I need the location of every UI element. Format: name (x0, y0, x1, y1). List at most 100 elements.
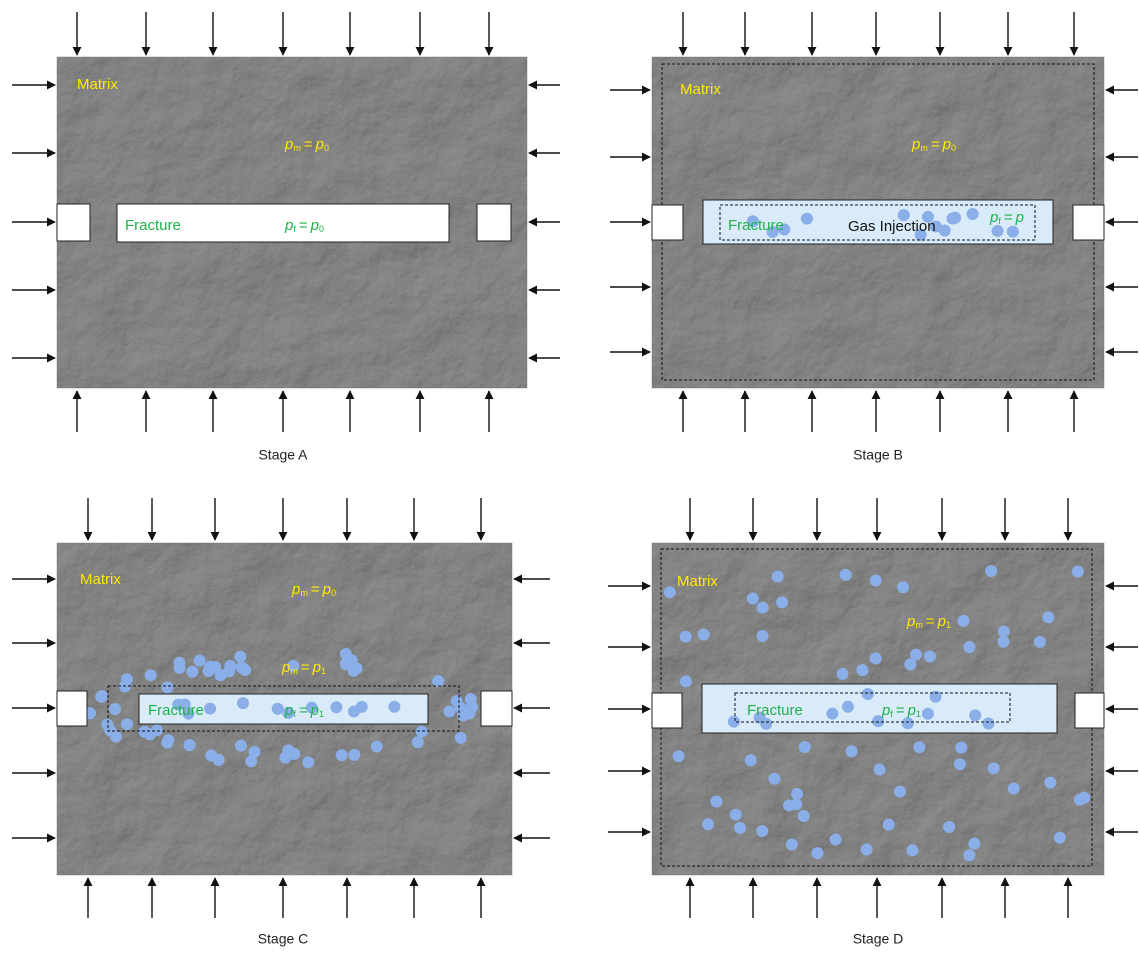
gas-molecule (673, 750, 685, 762)
gas-molecule (1074, 794, 1086, 806)
fracture-label: Fracture (148, 702, 204, 719)
gas-molecule (870, 652, 882, 664)
gas-molecule (680, 675, 692, 687)
gas-molecule (982, 717, 994, 729)
gas-molecule (772, 570, 784, 582)
equation: pf=p (989, 209, 1024, 226)
eq-symbol: p (937, 613, 946, 630)
gas-molecule (783, 799, 795, 811)
eq-symbol: p (281, 659, 290, 676)
matrix-label: Matrix (680, 81, 721, 98)
gas-molecule (161, 681, 173, 693)
boundary-block (1073, 205, 1104, 240)
gas-molecule (756, 825, 768, 837)
gas-molecule (768, 773, 780, 785)
gas-molecule (954, 758, 966, 770)
gas-molecule (985, 565, 997, 577)
eq-symbol: p (291, 581, 300, 598)
gas-molecule (96, 690, 108, 702)
gas-molecule (466, 701, 478, 713)
gas-molecule (998, 636, 1010, 648)
gas-molecule (757, 630, 769, 642)
gas-molecule (745, 754, 757, 766)
gas-molecule (330, 701, 342, 713)
eq-symbol: p (1015, 209, 1024, 226)
stage-label: Stage D (853, 931, 904, 947)
gas-molecule (455, 702, 467, 714)
gas-molecule (184, 739, 196, 751)
gas-molecule (110, 731, 122, 743)
gas-molecule (1072, 566, 1084, 578)
gas-molecule (791, 788, 803, 800)
eq-operator: = (926, 613, 935, 630)
eq-subscript: 0 (951, 143, 956, 153)
gas-molecule (680, 631, 692, 643)
gas-molecule (883, 819, 895, 831)
gas-molecule (412, 736, 424, 748)
gas-molecule (204, 703, 216, 715)
gas-molecule (234, 651, 246, 663)
fracture-label: Fracture (728, 217, 784, 234)
matrix-label: Matrix (77, 76, 118, 93)
boundary-block (1075, 693, 1104, 728)
stage-label: Stage C (258, 931, 309, 947)
gas-molecule (145, 669, 157, 681)
gas-molecule (757, 602, 769, 614)
eq-symbol: p (284, 702, 293, 719)
gas-molecule (963, 641, 975, 653)
eq-operator: = (304, 136, 313, 153)
gas-molecule (173, 657, 185, 669)
gas-molecule (955, 742, 967, 754)
boundary-block (652, 693, 682, 728)
eq-subscript: m (290, 666, 298, 676)
injection-label: Gas Injection (848, 218, 936, 235)
gas-molecule (943, 821, 955, 833)
gas-molecule (162, 734, 174, 746)
gas-molecule (902, 717, 914, 729)
gas-molecule (786, 838, 798, 850)
eq-symbol: p (322, 581, 331, 598)
gas-molecule (842, 701, 854, 713)
eq-subscript: 0 (331, 588, 336, 598)
fracture-label: Fracture (125, 217, 181, 234)
gas-molecule (734, 822, 746, 834)
eq-subscript: m (920, 143, 928, 153)
eq-subscript: 1 (946, 620, 951, 630)
gas-molecule (455, 732, 467, 744)
gas-molecule (209, 661, 221, 673)
boundary-block (57, 204, 90, 241)
gas-molecule (840, 569, 852, 581)
boundary-block (652, 205, 683, 240)
eq-symbol: p (906, 613, 915, 630)
gas-molecule (969, 709, 981, 721)
gas-molecule (101, 719, 113, 731)
gas-molecule (336, 749, 348, 761)
equation: pf=p1 (881, 702, 921, 719)
gas-molecule (288, 748, 300, 760)
gas-molecule (205, 749, 217, 761)
gas-molecule (237, 697, 249, 709)
gas-molecule (144, 728, 156, 740)
gas-molecule (348, 749, 360, 761)
gas-molecule (193, 655, 205, 667)
eq-operator: = (311, 581, 320, 598)
gas-molecule (906, 844, 918, 856)
gas-molecule (272, 703, 284, 715)
gas-molecule (967, 208, 979, 220)
gas-molecule (798, 810, 810, 822)
matrix-label: Matrix (80, 571, 121, 588)
eq-subscript: m (293, 143, 301, 153)
eq-symbol: p (310, 702, 319, 719)
eq-symbol: p (881, 702, 890, 719)
eq-symbol: p (989, 209, 998, 226)
gas-molecule (992, 225, 1004, 237)
boundary-block (481, 691, 512, 726)
gas-molecule (799, 741, 811, 753)
eq-operator: = (896, 702, 905, 719)
gas-molecule (988, 762, 1000, 774)
gas-molecule (121, 718, 133, 730)
gas-molecule (957, 615, 969, 627)
eq-subscript: m (915, 620, 923, 630)
eq-symbol: p (942, 136, 951, 153)
boundary-block (477, 204, 511, 241)
